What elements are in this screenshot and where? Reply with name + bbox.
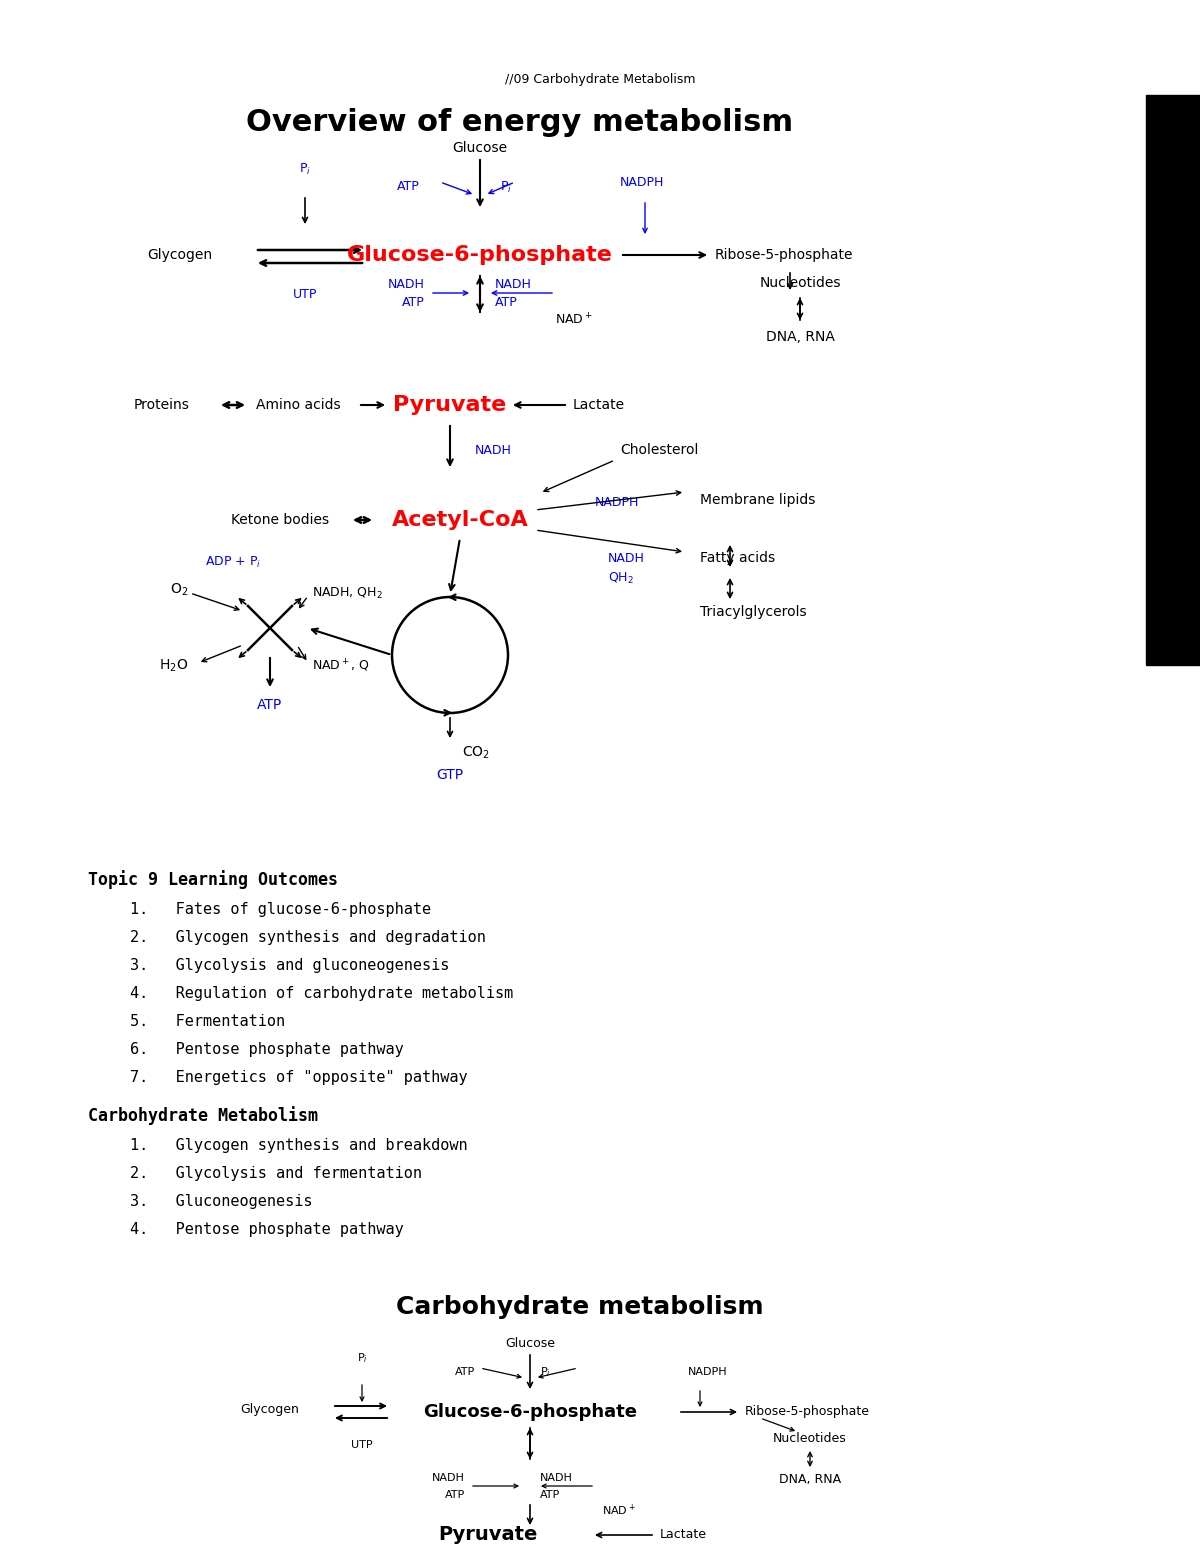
- Text: Glucose: Glucose: [452, 141, 508, 155]
- Text: P$_i$: P$_i$: [299, 162, 311, 177]
- Text: Lactate: Lactate: [574, 398, 625, 412]
- Text: 2.   Glycogen synthesis and degradation: 2. Glycogen synthesis and degradation: [130, 930, 486, 944]
- Text: 4.   Regulation of carbohydrate metabolism: 4. Regulation of carbohydrate metabolism: [130, 986, 514, 1002]
- Text: Carbohydrate Metabolism: Carbohydrate Metabolism: [88, 1106, 318, 1124]
- Text: Nucleotides: Nucleotides: [760, 276, 841, 290]
- Text: NADPH: NADPH: [688, 1367, 727, 1378]
- Text: NADH: NADH: [388, 278, 425, 292]
- Text: ATP: ATP: [540, 1489, 560, 1500]
- Text: 3.   Glycolysis and gluconeogenesis: 3. Glycolysis and gluconeogenesis: [130, 958, 449, 974]
- Text: Pyruvate: Pyruvate: [438, 1525, 538, 1545]
- Text: Glycogen: Glycogen: [148, 248, 212, 262]
- Text: 6.   Pentose phosphate pathway: 6. Pentose phosphate pathway: [130, 1042, 403, 1058]
- Text: Carbohydrate metabolism: Carbohydrate metabolism: [396, 1295, 764, 1318]
- Text: ATP: ATP: [257, 697, 283, 711]
- Text: Ketone bodies: Ketone bodies: [230, 512, 329, 526]
- Text: QH$_2$: QH$_2$: [608, 570, 634, 585]
- Text: DNA, RNA: DNA, RNA: [779, 1474, 841, 1486]
- Text: Glycogen: Glycogen: [240, 1404, 300, 1416]
- Text: ATP: ATP: [455, 1367, 475, 1378]
- Text: NADH, QH$_2$: NADH, QH$_2$: [312, 585, 383, 601]
- Text: H$_2$O: H$_2$O: [158, 658, 188, 674]
- Text: ATP: ATP: [402, 297, 425, 309]
- Text: Topic 9 Learning Outcomes: Topic 9 Learning Outcomes: [88, 870, 338, 888]
- Text: Pyruvate: Pyruvate: [394, 394, 506, 415]
- Text: NADH: NADH: [496, 278, 532, 292]
- Text: 2.   Glycolysis and fermentation: 2. Glycolysis and fermentation: [130, 1166, 422, 1180]
- Text: NAD$^+$: NAD$^+$: [554, 312, 593, 328]
- Text: GTP: GTP: [437, 769, 463, 783]
- Text: CO$_2$: CO$_2$: [462, 745, 490, 761]
- Text: NADH: NADH: [608, 551, 644, 564]
- Text: NADH: NADH: [540, 1472, 572, 1483]
- Text: 1.   Glycogen synthesis and breakdown: 1. Glycogen synthesis and breakdown: [130, 1138, 468, 1152]
- Text: Acetyl-CoA: Acetyl-CoA: [391, 509, 528, 530]
- Text: //09 Carbohydrate Metabolism: //09 Carbohydrate Metabolism: [505, 73, 695, 85]
- Bar: [1146, 95, 1200, 665]
- Text: Overview of energy metabolism: Overview of energy metabolism: [246, 109, 793, 137]
- Text: Amino acids: Amino acids: [256, 398, 341, 412]
- Text: Membrane lipids: Membrane lipids: [700, 492, 815, 506]
- Text: Glucose-6-phosphate: Glucose-6-phosphate: [424, 1402, 637, 1421]
- Text: P$_i$: P$_i$: [500, 180, 512, 194]
- Text: ADP + P$_i$: ADP + P$_i$: [205, 554, 262, 570]
- Text: 4.   Pentose phosphate pathway: 4. Pentose phosphate pathway: [130, 1222, 403, 1238]
- Text: NAD$^+$: NAD$^+$: [602, 1502, 636, 1517]
- Text: 7.   Energetics of "opposite" pathway: 7. Energetics of "opposite" pathway: [130, 1070, 468, 1086]
- Text: Fatty acids: Fatty acids: [700, 551, 775, 565]
- Text: 3.   Gluconeogenesis: 3. Gluconeogenesis: [130, 1194, 312, 1208]
- Text: Cholesterol: Cholesterol: [620, 443, 698, 457]
- Text: ATP: ATP: [496, 297, 517, 309]
- Text: 1.   Fates of glucose-6-phosphate: 1. Fates of glucose-6-phosphate: [130, 902, 431, 916]
- Text: ATP: ATP: [445, 1489, 466, 1500]
- Text: UTP: UTP: [352, 1440, 373, 1451]
- Text: O$_2$: O$_2$: [169, 582, 188, 598]
- Text: NADH: NADH: [432, 1472, 466, 1483]
- Text: Nucleotides: Nucleotides: [773, 1432, 847, 1444]
- Text: Glucose-6-phosphate: Glucose-6-phosphate: [347, 245, 613, 266]
- Text: NADPH: NADPH: [595, 495, 640, 508]
- Text: ATP: ATP: [397, 180, 420, 194]
- Text: P$_i$: P$_i$: [540, 1365, 551, 1379]
- Text: P$_i$: P$_i$: [356, 1351, 367, 1365]
- Text: 5.   Fermentation: 5. Fermentation: [130, 1014, 286, 1030]
- Text: UTP: UTP: [293, 289, 317, 301]
- Text: Glucose: Glucose: [505, 1337, 554, 1350]
- Text: NAD$^+$, Q: NAD$^+$, Q: [312, 658, 370, 674]
- Text: Lactate: Lactate: [660, 1528, 707, 1542]
- Text: Proteins: Proteins: [134, 398, 190, 412]
- Text: DNA, RNA: DNA, RNA: [766, 329, 834, 345]
- Text: Ribose-5-phosphate: Ribose-5-phosphate: [745, 1405, 870, 1418]
- Text: NADPH: NADPH: [620, 177, 665, 189]
- Text: Ribose-5-phosphate: Ribose-5-phosphate: [715, 248, 853, 262]
- Text: NADH: NADH: [475, 444, 512, 457]
- Text: Triacylglycerols: Triacylglycerols: [700, 606, 806, 620]
